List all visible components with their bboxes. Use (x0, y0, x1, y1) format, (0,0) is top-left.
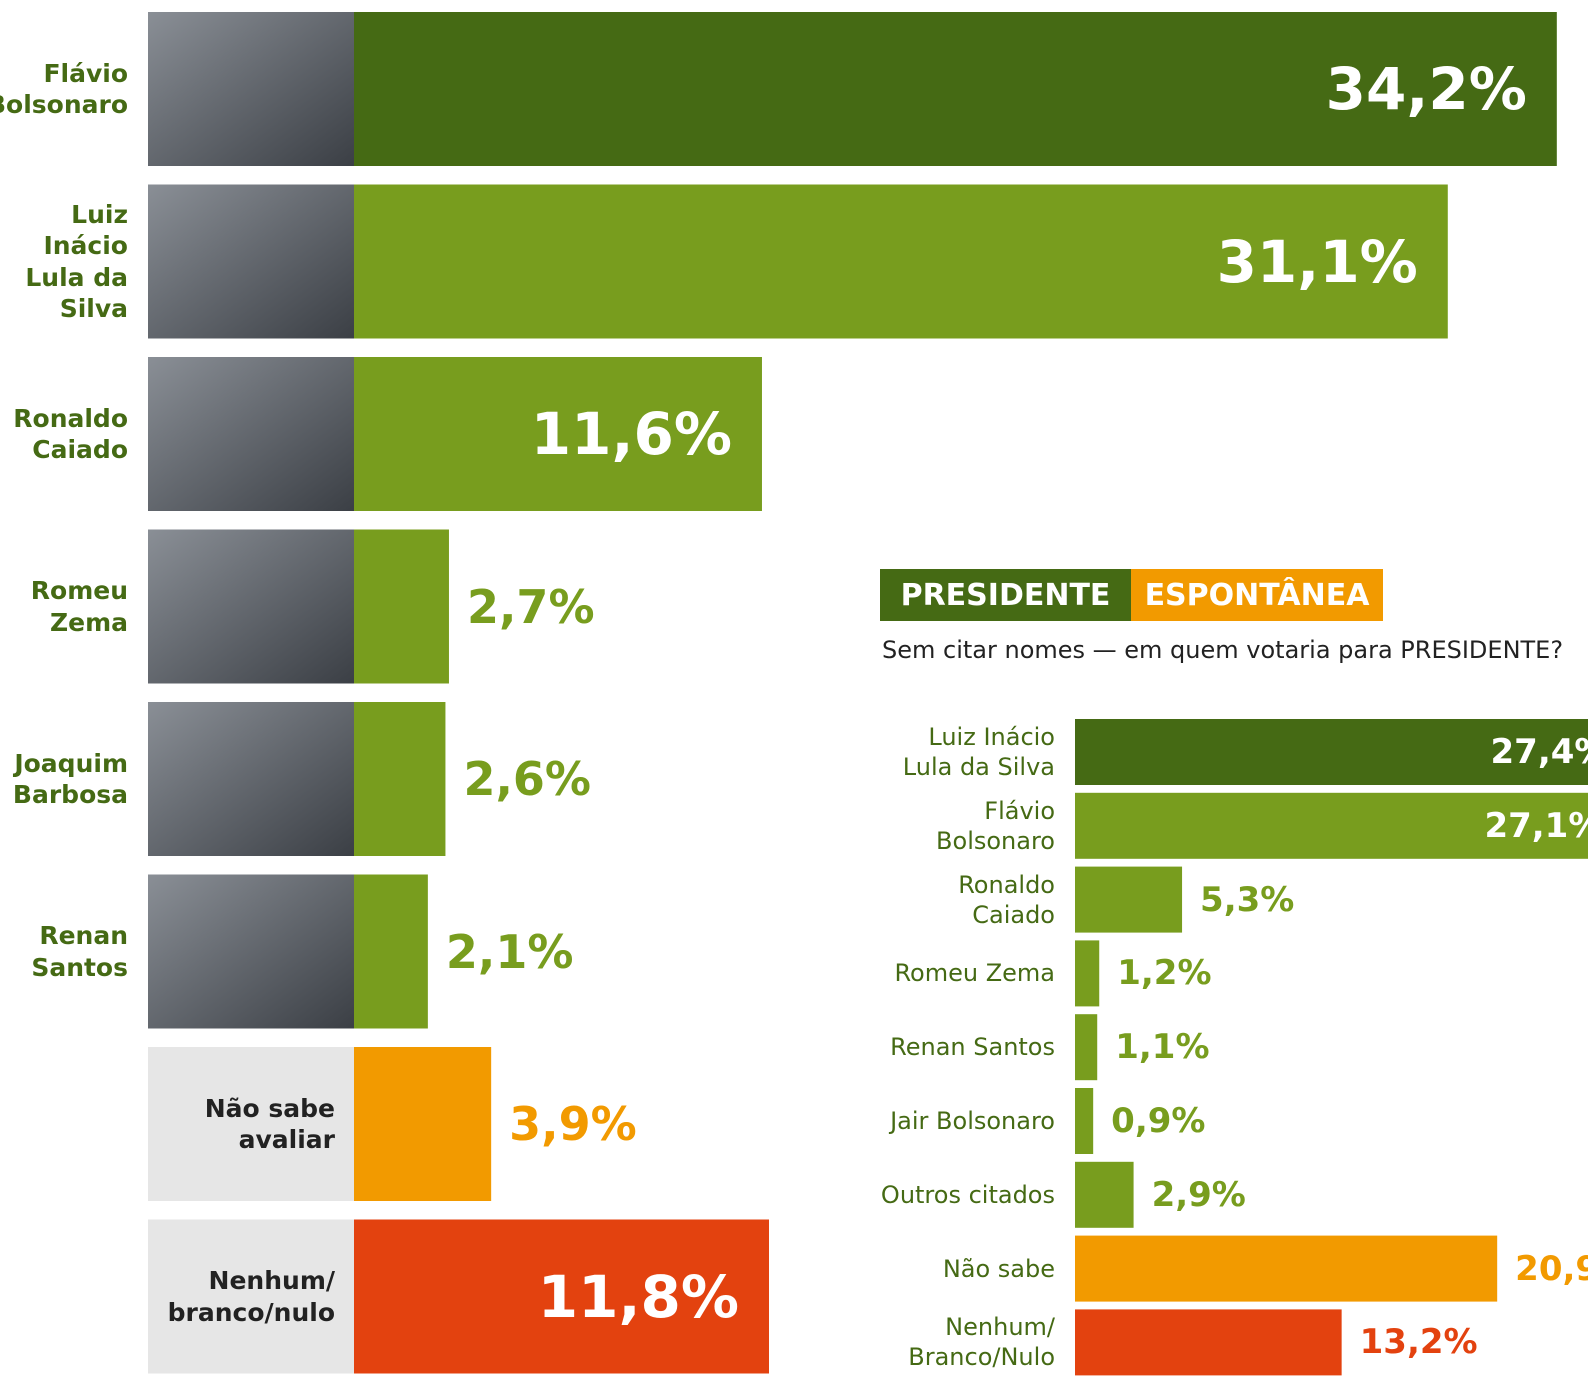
value-label: 2,9% (1151, 1174, 1246, 1215)
bar (354, 702, 446, 856)
value-label: 2,7% (466, 579, 595, 634)
value-label: 31,1% (1216, 227, 1418, 296)
value-label: 27,1% (1484, 805, 1588, 846)
photo (148, 529, 354, 684)
category-label: Jair Bolsonaro (890, 1107, 1055, 1135)
bar (354, 1047, 492, 1201)
label-box (148, 1219, 354, 1374)
bar (1075, 1235, 1498, 1302)
category-label: Romeu Zema (30, 576, 128, 637)
photo (148, 702, 354, 856)
bar (354, 874, 428, 1029)
category-label: Ronaldo Caiado (13, 403, 128, 464)
photo (148, 874, 354, 1029)
category-label: Não sabe (942, 1254, 1055, 1283)
value-label: 2,1% (445, 924, 574, 979)
value-label: 2,6% (463, 752, 592, 806)
bar (354, 357, 762, 511)
value-label: 1,1% (1115, 1027, 1210, 1068)
bar (1075, 866, 1183, 933)
bar (354, 529, 449, 684)
category-label: Joaquim Barbosa (12, 748, 128, 809)
category-label: Flávio Bolsonaro (936, 796, 1055, 855)
category-label: Flávio Bolsonaro (0, 58, 128, 119)
subtitle: Sem citar nomes — em quem votaria para P… (882, 636, 1564, 664)
title-tag: ESPONTÂNEA (1131, 569, 1383, 621)
category-label: Nenhum/ branco/nulo (167, 1266, 335, 1327)
value-label: 3,9% (509, 1097, 637, 1151)
photo (148, 184, 354, 339)
value-label: 1,2% (1117, 953, 1212, 994)
category-label: Luiz Inácio Lula da Silva (25, 200, 128, 323)
bar (1075, 1014, 1098, 1081)
bar (354, 12, 1557, 166)
value-label: 11,8% (537, 1262, 740, 1331)
label-box (148, 1047, 354, 1201)
bar (354, 1219, 770, 1374)
value-label: 13,2% (1359, 1322, 1478, 1363)
bar (1075, 1088, 1094, 1154)
value-label: 0,9% (1111, 1101, 1206, 1141)
category-label: Não sabe avaliar (204, 1093, 335, 1154)
bar (354, 184, 1448, 339)
bar (1075, 940, 1100, 1007)
category-label: Renan Santos (890, 1033, 1055, 1062)
category-label: Luiz Inácio Lula da Silva (902, 723, 1055, 781)
value-label: 34,2% (1325, 55, 1527, 123)
value-label: 5,3% (1200, 879, 1295, 920)
bar (1075, 719, 1588, 785)
bar (1075, 1309, 1342, 1376)
value-label: 11,6% (530, 400, 732, 468)
bar (1075, 1161, 1134, 1228)
category-label: Renan Santos (31, 921, 128, 982)
bar (1075, 792, 1588, 859)
title: PRESIDENTE (880, 569, 1131, 621)
category-label: Ronaldo Caiado (958, 870, 1055, 929)
photo (148, 12, 354, 166)
value-label: 27,4% (1490, 732, 1588, 772)
value-label: 20,9% (1515, 1248, 1588, 1289)
category-label: Romeu Zema (894, 959, 1055, 988)
category-label: Nenhum/ Branco/Nulo (908, 1313, 1055, 1372)
category-label: Outros citados (880, 1180, 1055, 1209)
photo (148, 357, 354, 511)
